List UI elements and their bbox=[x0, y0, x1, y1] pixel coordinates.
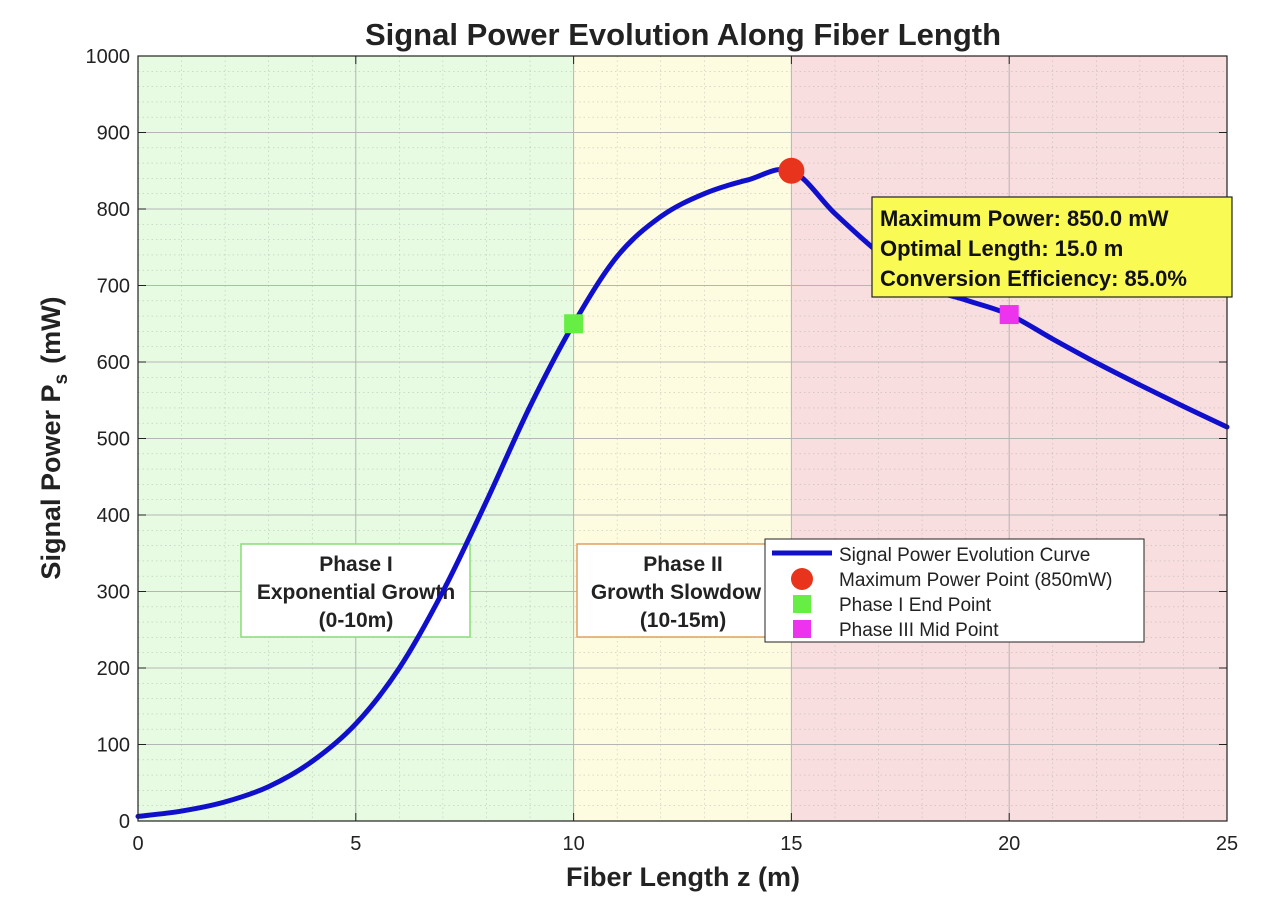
phase-labels: Phase I Exponential Growth (0-10m) Phase… bbox=[240, 543, 790, 638]
y-axis-label-unit: (mW) bbox=[36, 296, 66, 363]
legend: Signal Power Evolution Curve Maximum Pow… bbox=[764, 538, 1145, 643]
phase-2-line-1: Phase II bbox=[643, 553, 722, 576]
y-tick-label: 600 bbox=[97, 352, 130, 374]
phase-1-label: Phase I Exponential Growth (0-10m) bbox=[240, 543, 471, 638]
phase-1-line-1: Phase I bbox=[319, 553, 393, 576]
annotation-box: Maximum Power: 850.0 mW Optimal Length: … bbox=[871, 196, 1233, 298]
y-tick-label: 800 bbox=[97, 199, 130, 221]
legend-phase1-label: Phase I End Point bbox=[839, 595, 992, 616]
minor-grid bbox=[138, 56, 1227, 821]
phase-2-box bbox=[576, 543, 790, 638]
legend-phase3-label: Phase III Mid Point bbox=[839, 620, 999, 641]
legend-max-swatch bbox=[791, 568, 813, 590]
legend-curve-label: Signal Power Evolution Curve bbox=[839, 545, 1090, 566]
legend-box bbox=[764, 538, 1145, 643]
x-tick-label: 10 bbox=[562, 833, 584, 855]
legend-max-label: Maximum Power Point (850mW) bbox=[839, 570, 1112, 591]
y-tick-label: 0 bbox=[119, 811, 130, 833]
x-tick-label: 15 bbox=[780, 833, 802, 855]
x-tick-label: 0 bbox=[132, 833, 143, 855]
phase-1-box bbox=[240, 543, 471, 638]
y-tick-label: 100 bbox=[97, 735, 130, 757]
y-axis-label-main: Signal Power P bbox=[36, 385, 66, 580]
y-tick-label: 400 bbox=[97, 505, 130, 527]
markers bbox=[564, 157, 1019, 334]
y-tick-label: 1000 bbox=[86, 46, 131, 68]
annotation-line-2: Optimal Length: 15.0 m bbox=[880, 236, 1123, 261]
chart-title: Signal Power Evolution Along Fiber Lengt… bbox=[365, 17, 1001, 52]
y-tick-label: 500 bbox=[97, 429, 130, 451]
annotation-background bbox=[871, 196, 1233, 298]
marker-phase-3-mid bbox=[999, 305, 1019, 325]
y-axis-label-subscript: s bbox=[51, 374, 72, 385]
x-tick-label: 20 bbox=[998, 833, 1020, 855]
axis-ticks: 0 5 10 15 20 25 0 100 200 300 400 500 600 700 800 900 10… bbox=[86, 46, 1239, 855]
phase-2-label: Phase II Growth Slowdow (10-15m) bbox=[576, 543, 790, 638]
phase-2-line-2: Growth Slowdow bbox=[591, 581, 762, 604]
x-tick-label: 5 bbox=[350, 833, 361, 855]
annotation-line-3: Conversion Efficiency: 85.0% bbox=[880, 266, 1187, 291]
marker-phase-1-end bbox=[564, 314, 584, 334]
legend-phase1-swatch bbox=[793, 595, 811, 613]
y-axis-label: Signal Power Ps (mW) bbox=[36, 296, 72, 579]
phase-1-line-3: (0-10m) bbox=[319, 609, 394, 632]
x-tick-label: 25 bbox=[1216, 833, 1238, 855]
phase-1-line-2: Exponential Growth bbox=[257, 581, 455, 604]
annotation-line-1: Maximum Power: 850.0 mW bbox=[880, 206, 1169, 231]
y-tick-label: 700 bbox=[97, 276, 130, 298]
phase-2-line-3: (10-15m) bbox=[640, 609, 726, 632]
y-tick-label: 200 bbox=[97, 658, 130, 680]
marker-max-power bbox=[778, 157, 805, 184]
y-tick-label: 900 bbox=[97, 123, 130, 145]
y-tick-label: 300 bbox=[97, 582, 130, 604]
x-axis-label: Fiber Length z (m) bbox=[566, 862, 800, 892]
signal-power-curve bbox=[135, 166, 1230, 819]
legend-phase3-swatch bbox=[793, 620, 811, 638]
